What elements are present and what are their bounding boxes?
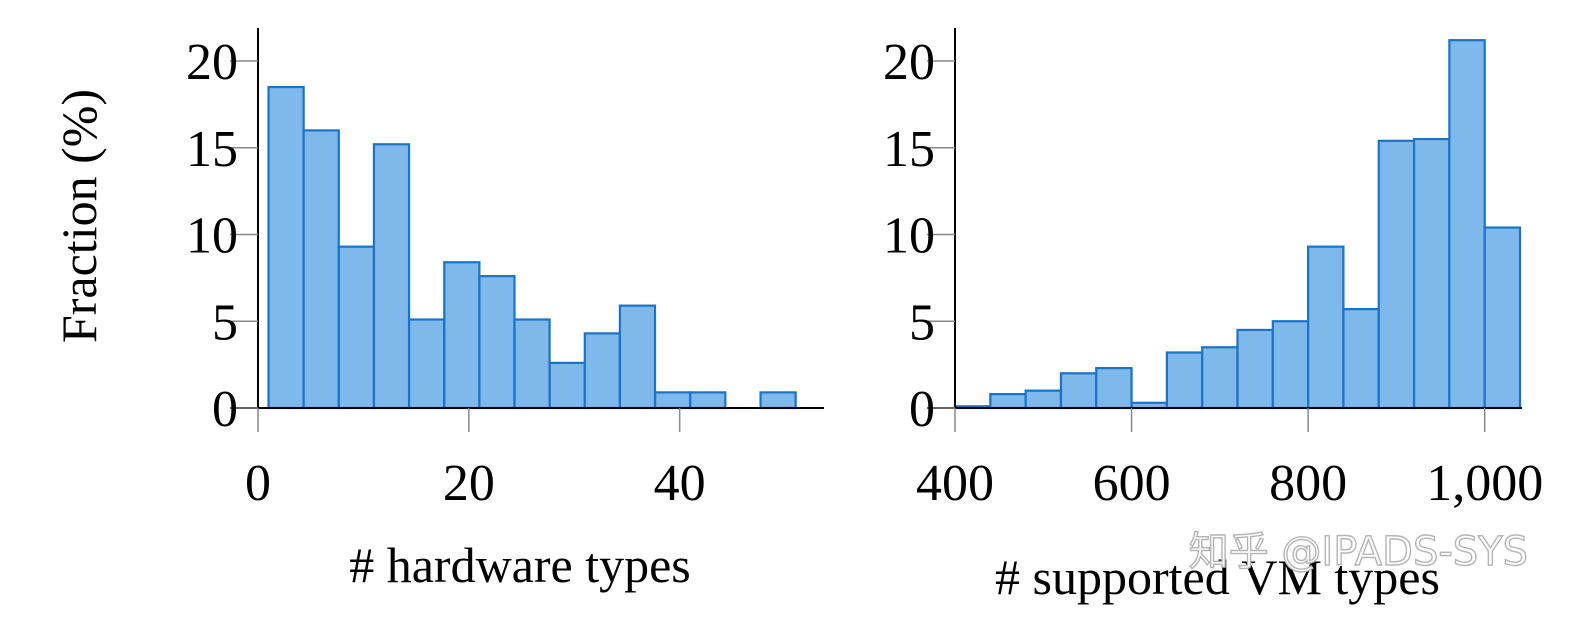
bar-2 (337, 245, 376, 410)
chart-supported-vm-types: 0 5 10 15 20 400 600 800 1,000 # supported VM typ… (883, 28, 1543, 605)
x-tick-label: 600 (1093, 455, 1171, 512)
watermark: 知乎 @IPADS-SYS (1189, 529, 1528, 575)
x-axis-label: # hardware types (349, 537, 691, 593)
y-axis-label: Fraction (%) (51, 89, 107, 343)
y-tick-label: 10 (883, 208, 935, 265)
bar-1 (302, 129, 340, 410)
bar-4 (1095, 366, 1133, 410)
y-tick-label: 0 (212, 381, 238, 438)
x-tick-label: 40 (654, 455, 706, 512)
y-tick-label: 15 (883, 121, 935, 178)
bar-0 (267, 85, 305, 410)
bar-14 (1448, 39, 1486, 410)
y-tick-label: 20 (186, 34, 238, 91)
x-axis-label: # supported VM types (995, 549, 1440, 605)
y-tick-label: 0 (909, 381, 935, 438)
bar-6 (478, 275, 516, 410)
y-tick-label: 5 (909, 294, 935, 351)
bar-14 (759, 391, 797, 410)
bar-7 (1201, 346, 1239, 410)
x-tick-label: 800 (1269, 455, 1347, 512)
bar-10 (1307, 245, 1345, 410)
bar-5 (443, 261, 481, 410)
y-tick-label: 20 (883, 34, 935, 91)
bar-2 (1024, 389, 1063, 410)
bar-7 (513, 318, 551, 410)
bar-3 (1059, 372, 1098, 410)
bar-9 (1271, 320, 1310, 410)
bar-3 (372, 143, 411, 410)
x-tick-label: 1,000 (1426, 455, 1543, 512)
bar-6 (1165, 351, 1204, 410)
bar-15 (1483, 226, 1522, 410)
y-tick-label: 10 (186, 208, 238, 265)
bar-11 (1342, 308, 1380, 410)
bar-11 (654, 391, 692, 410)
y-tick-label: 15 (186, 121, 238, 178)
bar-8 (1236, 328, 1274, 410)
bar-8 (548, 361, 586, 410)
bar-4 (407, 318, 446, 410)
bar-12 (1377, 139, 1416, 410)
bar-13 (1412, 137, 1451, 410)
bar-1 (989, 393, 1027, 410)
bar-10 (618, 304, 657, 410)
chart-hardware-types: 0 5 10 15 20 0 20 40 # hardware types (186, 28, 824, 593)
bar-9 (583, 332, 622, 410)
y-tick-label: 5 (212, 294, 238, 351)
x-tick-label: 0 (245, 455, 271, 512)
bar-12 (689, 391, 727, 410)
x-tick-label: 400 (916, 455, 994, 512)
x-tick-label: 20 (443, 455, 495, 512)
